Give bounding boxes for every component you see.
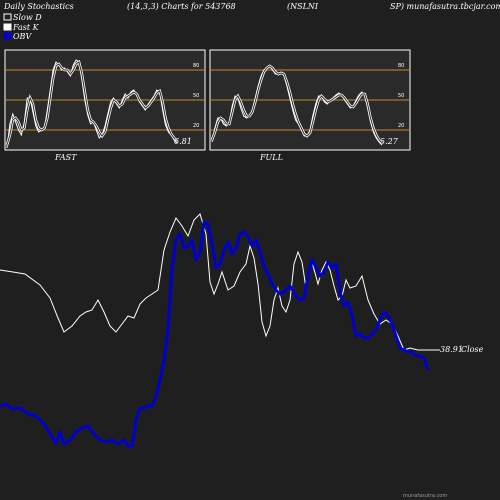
fast-ytick-50: 50 <box>193 93 199 99</box>
close-value: 38.91 <box>440 345 463 354</box>
full-panel-label: FULL <box>259 153 283 162</box>
chart-title: Daily Stochastics <box>3 2 74 11</box>
fast-ytick-20: 20 <box>193 123 199 129</box>
obv-line <box>0 220 430 448</box>
fast-panel: 20 50 80 6.81 FAST <box>4 49 206 162</box>
chart-params: (14,3,3) Charts for 543768 <box>127 2 236 11</box>
legend-label-slow-d: Slow D <box>13 13 42 22</box>
full-ytick-80: 80 <box>398 63 404 69</box>
price-panel: 38.91 Close <box>0 213 484 448</box>
full-ytick-20: 20 <box>398 123 404 129</box>
legend-swatch-slow-d <box>3 13 12 21</box>
footer-watermark: munafasutra.com <box>403 493 447 499</box>
legend-label-obv: OBV <box>13 32 32 41</box>
full-ytick-50: 50 <box>398 93 404 99</box>
fast-slow-d-line <box>6 61 178 146</box>
chart-symbol-b: SP) munafasutra.tbcjar.com <box>390 2 500 11</box>
legend-label-fast-k: Fast K <box>12 23 40 32</box>
legend: Slow D Fast K OBV <box>3 13 42 41</box>
fast-panel-label: FAST <box>54 153 77 162</box>
fast-ytick-80: 80 <box>193 63 199 69</box>
full-last-value: 5.27 <box>380 137 399 146</box>
full-slow-d-line <box>211 65 383 144</box>
legend-swatch-obv <box>3 32 12 40</box>
legend-swatch-fast-k <box>3 23 12 31</box>
chart-symbol-a: (NSLNI <box>287 2 319 11</box>
close-price-line <box>0 213 432 351</box>
close-label: Close <box>461 345 484 354</box>
full-panel: 20 50 80 5.27 FULL <box>209 49 411 162</box>
fast-last-value: 6.81 <box>174 137 192 146</box>
